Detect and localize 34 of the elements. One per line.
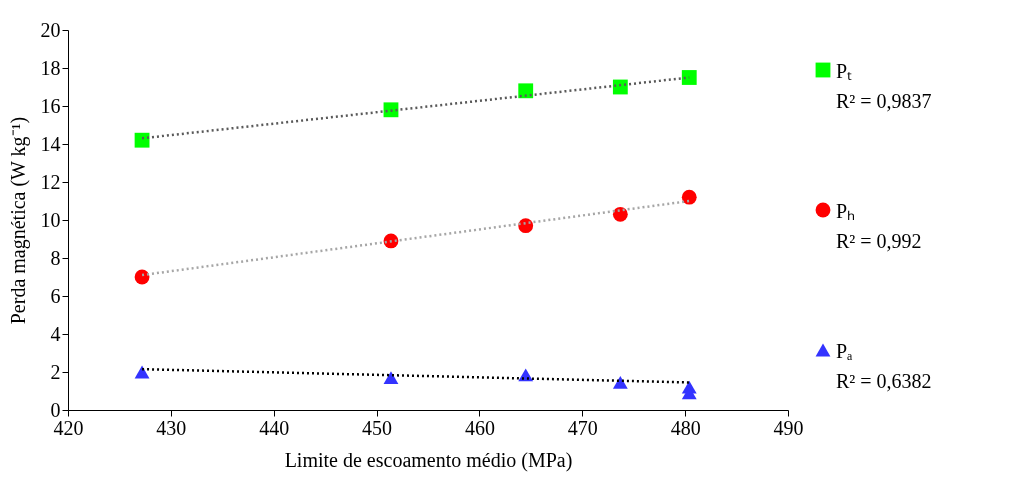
x-tick-label: 430 [156, 416, 187, 439]
x-tick-label: 450 [362, 416, 393, 439]
y-tick-label: 8 [50, 246, 61, 269]
y-tick-label: 6 [50, 284, 61, 307]
legend-label: Pₜ [836, 60, 853, 82]
y-axis-title: Perda magnética (W kg⁻¹) [6, 116, 30, 325]
y-tick-label: 12 [40, 170, 61, 193]
point [134, 132, 150, 148]
legend-label: Pₐ [836, 340, 854, 362]
point [518, 218, 534, 234]
point [518, 83, 534, 99]
y-tick-label: 10 [40, 208, 61, 231]
legend-label: Pₕ [836, 200, 856, 222]
y-tick-label: 4 [50, 322, 61, 345]
text: R² = 0,992 [836, 230, 922, 252]
x-axis-title: Limite de escoamento médio (MPa) [284, 448, 573, 472]
y-tick-label: 14 [40, 132, 61, 155]
point [383, 371, 399, 385]
text: R² = 0,6382 [836, 370, 932, 392]
x-tick-label: 470 [567, 416, 598, 439]
text: R² = 0,9837 [836, 90, 932, 112]
y-tick-label: 20 [40, 18, 61, 41]
point [612, 376, 628, 389]
x-tick-label: 480 [670, 416, 701, 439]
point [612, 206, 628, 222]
y-tick-label: 16 [40, 94, 61, 117]
x-tick-label: 460 [464, 416, 495, 439]
point [681, 189, 697, 205]
y-tick-label: 2 [50, 360, 61, 383]
y-tick-label: 18 [40, 56, 61, 79]
x-tick-label: 440 [259, 416, 290, 439]
point [681, 70, 697, 85]
x-tick-label: 490 [773, 416, 804, 439]
point [134, 269, 150, 285]
